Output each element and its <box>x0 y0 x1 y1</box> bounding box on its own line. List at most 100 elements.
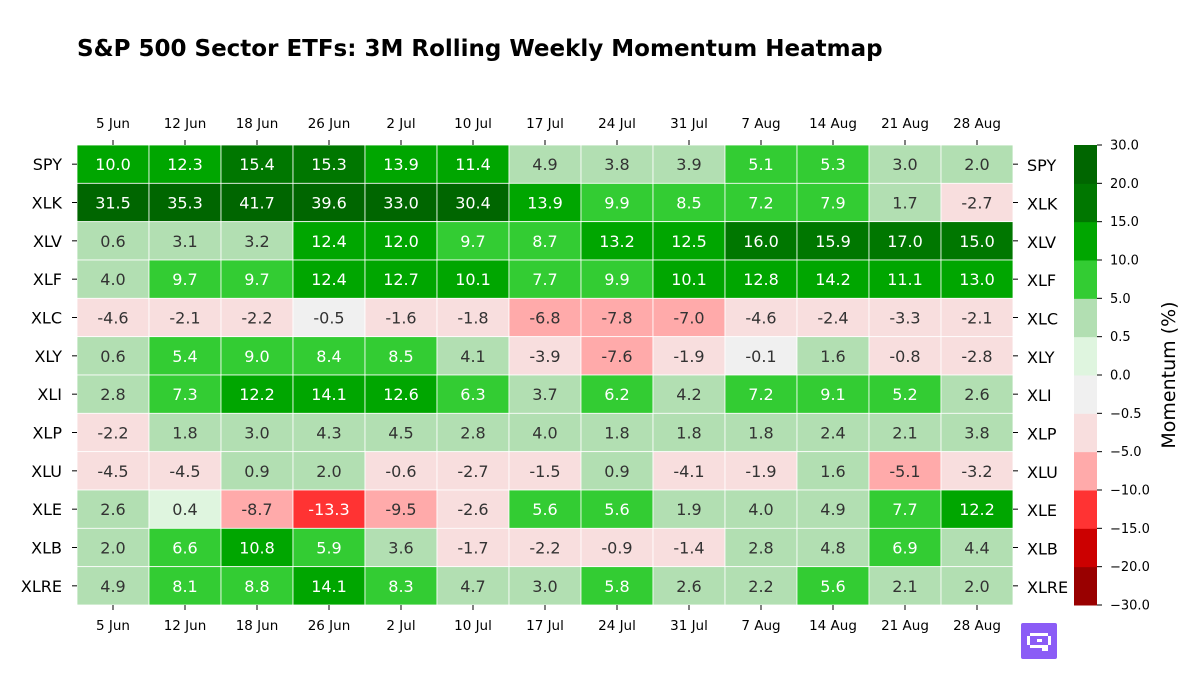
y-tick-label-right: XLE <box>1027 501 1057 520</box>
x-tick-label-top: 26 Jun <box>308 116 351 132</box>
cell-value-label: 13.9 <box>527 194 563 213</box>
cell-value-label: 3.8 <box>964 424 989 443</box>
cell-value-label: 3.1 <box>172 232 197 251</box>
x-tick-label-top: 28 Aug <box>953 116 1001 132</box>
cell-value-label: 5.9 <box>316 539 341 558</box>
heatmap-cell <box>148 336 222 376</box>
heatmap-cell <box>868 527 942 568</box>
cell-value-label: 4.0 <box>748 500 773 519</box>
cell-value-label: 8.5 <box>676 194 701 213</box>
cell-value-label: 5.2 <box>892 385 917 404</box>
cell-value-label: 13.0 <box>959 270 995 289</box>
cell-value-label: -2.6 <box>457 500 488 519</box>
cell-value-label: 12.0 <box>383 232 419 251</box>
cell-value-label: 30.4 <box>455 194 491 213</box>
heatmap-cell <box>292 336 366 376</box>
heatmap-cell <box>580 336 654 376</box>
heatmap-cell <box>652 412 726 453</box>
cell-value-label: 2.4 <box>820 424 845 443</box>
cell-value-label: -4.5 <box>97 462 128 481</box>
heatmap-cell <box>508 412 582 453</box>
x-tick-label-bottom: 2 Jul <box>386 618 415 634</box>
cell-value-label: 3.0 <box>892 155 917 174</box>
heatmap-cell <box>868 412 942 453</box>
cell-value-label: -4.6 <box>97 309 128 328</box>
heatmap-cell <box>364 259 438 299</box>
heatmap-cell <box>508 297 582 338</box>
cell-value-label: 2.6 <box>964 385 989 404</box>
cell-value-label: -0.6 <box>385 462 416 481</box>
heatmap-cell <box>292 182 366 223</box>
cell-value-label: -2.2 <box>97 424 128 443</box>
cell-value-label: -4.1 <box>673 462 704 481</box>
colorbar-tick-label: 10.0 <box>1110 254 1139 269</box>
x-tick-label-bottom: 17 Jul <box>526 618 564 634</box>
cell-value-label: 2.8 <box>100 385 125 404</box>
cell-value-label: -2.2 <box>529 539 560 558</box>
heatmap-cell <box>580 451 654 491</box>
colorbar-tick-label: 30.0 <box>1110 139 1139 154</box>
colorbar-tick-label: 0.5 <box>1110 330 1131 345</box>
heatmap-cell <box>292 527 366 568</box>
heatmap-cell <box>580 374 654 414</box>
heatmap-cell <box>652 259 726 299</box>
heatmap-cell <box>364 489 438 529</box>
heatmap-cell <box>580 412 654 453</box>
cell-value-label: 4.9 <box>820 500 845 519</box>
colorbar-tick-label: −20.0 <box>1110 560 1150 575</box>
x-tick-label-top: 12 Jun <box>164 116 207 132</box>
cell-value-label: -1.9 <box>673 347 704 366</box>
cell-value-label: -3.9 <box>529 347 560 366</box>
cell-value-label: 8.8 <box>244 577 269 596</box>
cell-value-label: -1.8 <box>457 309 488 328</box>
colorbar-segment <box>1074 336 1097 376</box>
heatmap-cell <box>652 221 726 261</box>
cell-value-label: -2.1 <box>169 309 200 328</box>
cell-value-label: 7.7 <box>892 500 917 519</box>
y-tick-label-left: XLI <box>37 385 62 404</box>
heatmap-cell <box>940 374 1014 414</box>
cell-value-label: 7.3 <box>172 385 197 404</box>
cell-value-label: 5.6 <box>820 577 845 596</box>
colorbar-segment <box>1074 183 1097 223</box>
heatmap-cell <box>508 451 582 491</box>
colorbar-segment <box>1074 375 1097 414</box>
cell-value-label: 3.2 <box>244 232 269 251</box>
heatmap-cell <box>940 221 1014 261</box>
cell-value-label: 12.4 <box>311 270 347 289</box>
cell-value-label: 11.1 <box>887 270 923 289</box>
heatmap-cell <box>868 297 942 338</box>
heatmap-cell <box>508 527 582 568</box>
cell-value-label: 4.2 <box>676 385 701 404</box>
cell-value-label: 4.4 <box>964 539 989 558</box>
x-tick-label-bottom: 5 Jun <box>96 618 130 634</box>
cell-value-label: -1.5 <box>529 462 560 481</box>
y-tick-label-right: XLRE <box>1027 578 1068 597</box>
cell-value-label: 33.0 <box>383 194 419 213</box>
colorbar-segment <box>1074 221 1097 261</box>
x-tick-label-top: 2 Jul <box>386 116 415 132</box>
cell-value-label: 6.3 <box>460 385 485 404</box>
y-tick-label-right: XLK <box>1027 195 1058 214</box>
colorbar-tick-label: 15.0 <box>1110 215 1139 230</box>
cell-value-label: 10.0 <box>95 155 131 174</box>
heatmap-cell <box>148 527 222 568</box>
cell-value-label: 8.3 <box>388 577 413 596</box>
heatmap-cell <box>652 489 726 529</box>
cell-value-label: 7.7 <box>532 270 557 289</box>
cell-value-label: 12.2 <box>959 500 995 519</box>
heatmap-cell <box>652 374 726 414</box>
chart-title: S&P 500 Sector ETFs: 3M Rolling Weekly M… <box>77 36 883 62</box>
heatmap-cell <box>364 182 438 223</box>
cell-value-label: 9.7 <box>172 270 197 289</box>
cell-value-label: 3.7 <box>532 385 557 404</box>
heatmap-cell <box>220 336 294 376</box>
cell-value-label: 1.6 <box>820 347 845 366</box>
cell-value-label: 2.2 <box>748 577 773 596</box>
heatmap-cell <box>580 566 654 606</box>
heatmap-cell <box>292 374 366 414</box>
cell-value-label: 4.5 <box>388 424 413 443</box>
heatmap-cell <box>220 566 294 606</box>
cell-value-label: 1.7 <box>892 194 917 213</box>
